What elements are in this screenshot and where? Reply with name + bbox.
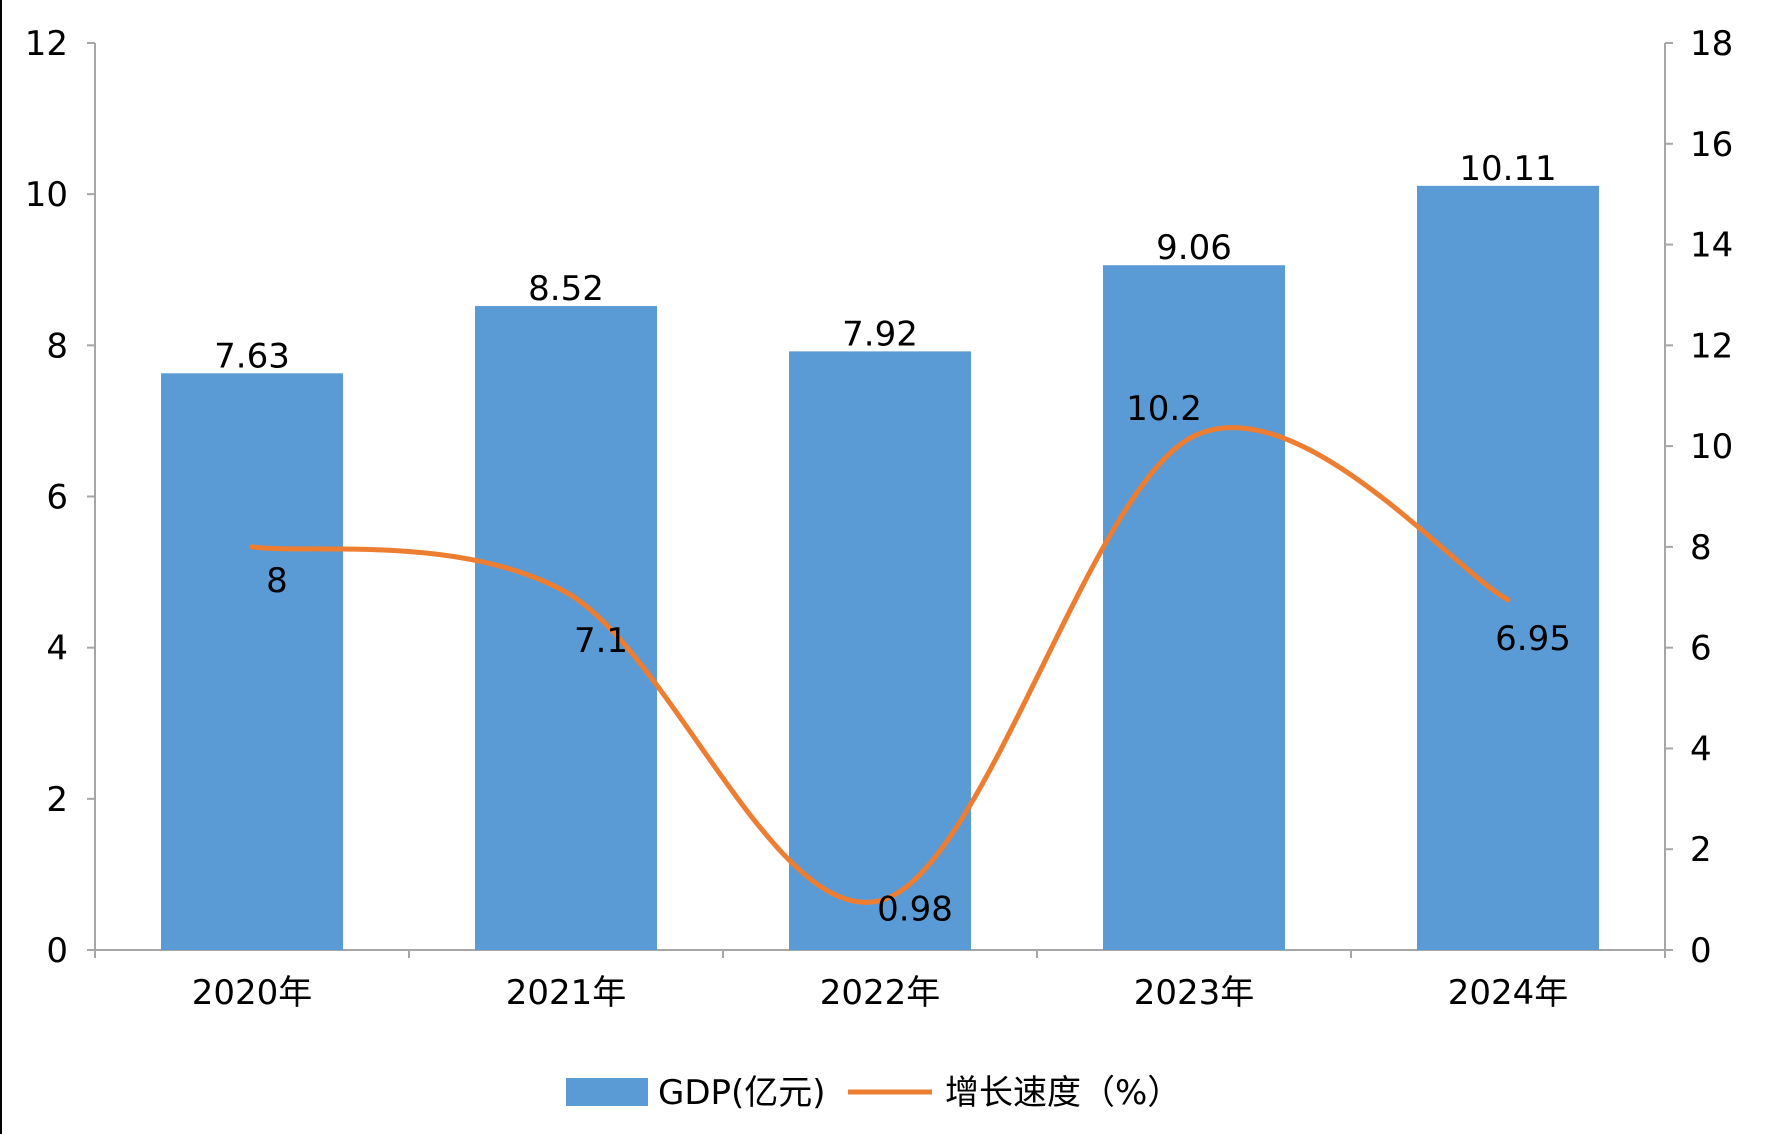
legend-gdp-label: GDP(亿元) [658,1073,826,1113]
x-category-label: 2020年 [192,973,313,1013]
y-left-tick-label: 4 [46,629,68,669]
growth-rate-data-label: 6.95 [1495,619,1571,659]
y-right-tick-label: 2 [1690,830,1712,870]
gdp-bar-data-label: 8.52 [528,269,604,309]
legend-growth-label: 增长速度（%） [945,1073,1181,1113]
growth-rate-point [1505,597,1511,603]
y-right-tick-label: 14 [1690,226,1733,266]
growth-rate-point [563,589,569,595]
line-series [249,425,1511,905]
y-right-tick-label: 4 [1690,729,1712,769]
y-right-tick-label: 0 [1690,931,1712,971]
y-left-tick-label: 2 [46,780,68,820]
y-left-tick-label: 6 [46,478,68,518]
growth-rate-point [877,898,883,904]
bar-series [161,185,1599,951]
gdp-bar [475,306,657,950]
y-left-tick-label: 10 [25,175,68,215]
growth-rate-line [249,425,1511,905]
gdp-bar-data-label: 7.63 [214,336,290,376]
gdp-bar [1103,265,1285,951]
data-labels: 7.63 8.52 7.92 9.06 10.11 8 7.1 0.98 10.2 6.95 [214,149,1571,930]
growth-rate-point [1191,433,1197,439]
y-right-tick-label: 6 [1690,629,1712,669]
gdp-bar-data-label: 10.11 [1459,149,1556,189]
y-left-tick-label: 12 [25,24,68,64]
growth-rate-data-label: 7.1 [574,621,628,661]
y-right-tick-label: 12 [1690,326,1733,366]
y-right-tick-label: 10 [1690,427,1733,467]
x-category-label: 2024年 [1448,973,1569,1013]
gdp-bar [789,351,971,950]
y-right-tick-label: 18 [1690,24,1733,64]
y-right-tick-label: 8 [1690,528,1712,568]
y-right-tick-label: 16 [1690,125,1733,165]
legend: GDP(亿元) 增长速度（%） [566,1073,1181,1113]
legend-gdp-swatch [566,1078,648,1106]
x-category-label: 2023年 [1134,973,1255,1013]
x-category-label: 2022年 [820,973,941,1013]
gdp-bar [161,373,343,950]
y-left-tick-label: 8 [46,326,68,366]
growth-rate-point [249,544,255,550]
gdp-bar-data-label: 7.92 [842,314,918,354]
gdp-bar [1417,185,1599,951]
growth-rate-data-label: 10.2 [1126,389,1202,429]
gdp-bar-data-label: 9.06 [1156,228,1232,268]
x-category-label: 2021年 [506,973,627,1013]
y-left-tick-label: 0 [46,931,68,971]
growth-rate-data-label: 0.98 [877,890,953,930]
growth-rate-data-label: 8 [266,561,288,601]
